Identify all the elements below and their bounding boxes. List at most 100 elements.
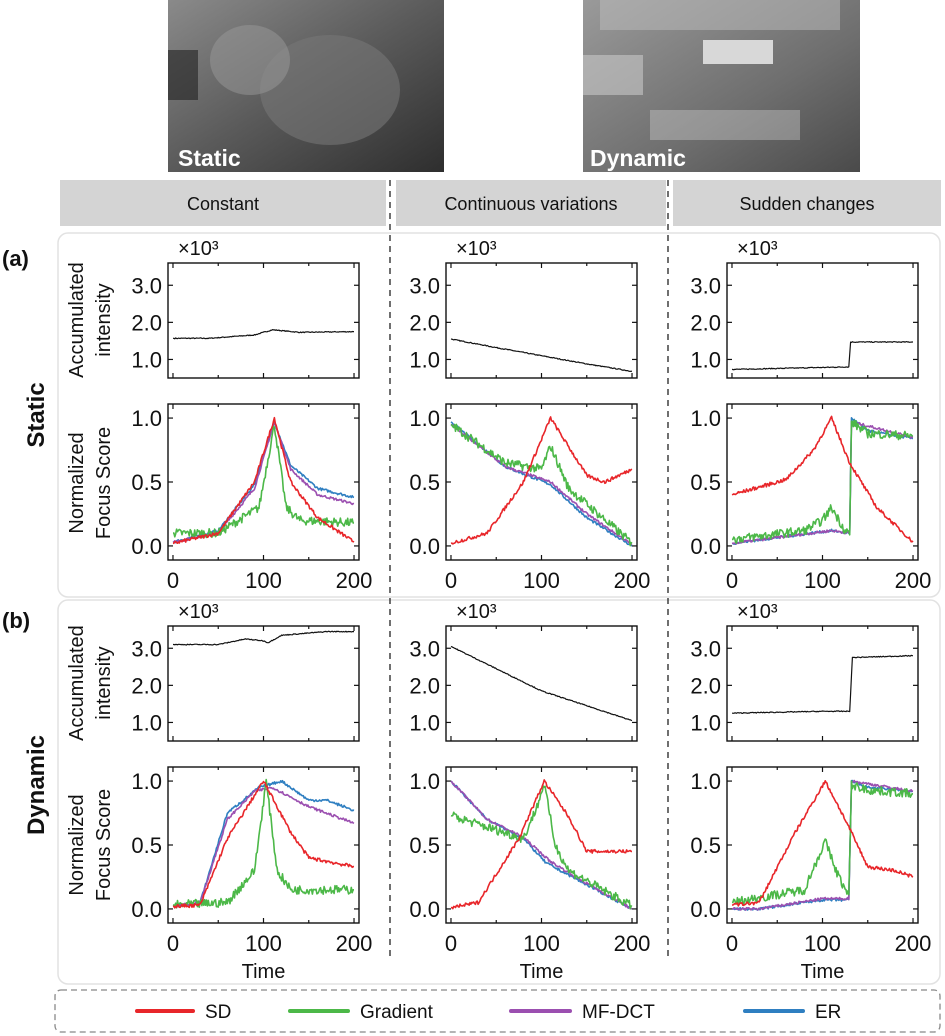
x-tick-label: 100 <box>523 568 560 593</box>
ylabel-focus-a-line2: Focus Score <box>93 427 115 539</box>
x-tick-label: 200 <box>895 568 932 593</box>
x-axis-label: Time <box>242 961 286 983</box>
y-tick-label: 1.0 <box>690 406 721 431</box>
ylabel-focus-b-line2: Focus Score <box>93 789 115 901</box>
ylabel-intensity-b-line1: Accumulated <box>66 625 88 741</box>
y-tick-label: 2.0 <box>409 310 440 335</box>
plot-frame <box>445 766 638 924</box>
plot-frame <box>726 262 919 379</box>
y-tick-label: 1.0 <box>690 769 721 794</box>
column-header-continuous-bg <box>396 180 666 226</box>
series-gradient-line <box>173 778 354 909</box>
row-label-static: Static <box>23 382 50 447</box>
row-tag-a: (a) <box>2 246 29 271</box>
legend-label-sd: SD <box>205 1002 231 1023</box>
series-intensity-line <box>731 341 913 371</box>
chart-panel: 0.0 0.5 1.0 0 100 200 <box>409 403 651 593</box>
y-tick-label: 1.0 <box>409 769 440 794</box>
series-gradient-line <box>173 425 354 539</box>
static-image-label: Static <box>178 145 241 171</box>
legend-label-mf-dct: MF-DCT <box>582 1002 655 1023</box>
dynamic-scene-image: Dynamic <box>583 0 860 172</box>
panel-b-frame <box>57 599 941 985</box>
y-tick-label: 3.0 <box>131 636 162 661</box>
y-tick-label: 1.0 <box>131 769 162 794</box>
plot-frame <box>167 625 360 742</box>
series-intensity-line <box>173 630 354 646</box>
y-tick-label: 0.0 <box>690 897 721 922</box>
y-tick-label: 3.0 <box>409 273 440 298</box>
y-tick-label: 1.0 <box>409 406 440 431</box>
series-gradient-line <box>450 423 633 547</box>
chart-panel: 1.0 2.0 3.0 ×10³ <box>690 238 919 379</box>
ylabel-intensity-a-line1: Accumulated <box>66 262 88 378</box>
chart-panel: 0.0 0.5 1.0 0 100 200 <box>131 403 373 593</box>
panel-a-frame <box>57 232 941 598</box>
legend: SD Gradient MF-DCT ER <box>135 1002 841 1023</box>
x-tick-label: 100 <box>245 568 282 593</box>
ylabel-focus-b-line1: Normalized <box>66 794 88 895</box>
y-tick-label: 0.5 <box>131 470 162 495</box>
series-sd-line <box>172 780 355 909</box>
ylabel-intensity-b-line2: intensity <box>93 646 115 719</box>
axis-multiplier: ×10³ <box>178 601 219 623</box>
y-tick-label: 1.0 <box>409 710 440 735</box>
y-tick-label: 2.0 <box>131 673 162 698</box>
series-intensity-line <box>173 329 354 340</box>
chart-panel: 0.0 0.5 1.0 0 100 200 Time <box>690 766 931 983</box>
y-tick-label: 3.0 <box>409 636 440 661</box>
x-tick-label: 100 <box>523 931 560 956</box>
x-tick-label: 200 <box>614 568 651 593</box>
y-tick-label: 1.0 <box>131 406 162 431</box>
chart-panel: 1.0 2.0 3.0 ×10³ <box>409 601 638 742</box>
plot-frame <box>726 625 919 742</box>
y-tick-label: 1.0 <box>690 347 721 372</box>
series-sd-line <box>450 416 633 545</box>
row-label-dynamic: Dynamic <box>23 735 50 835</box>
series-mf-dct-line <box>732 779 914 911</box>
column-header-continuous: Continuous variations <box>444 194 617 214</box>
charts: 1.0 2.0 3.0 ×10³ 1.0 2.0 3.0 ×10³ 1.0 2.0 3.0 ×10³ 0… <box>131 238 931 983</box>
x-tick-label: 0 <box>167 568 179 593</box>
column-header-constant-bg <box>60 180 386 226</box>
y-tick-label: 1.0 <box>409 347 440 372</box>
y-tick-label: 0.5 <box>690 833 721 858</box>
x-tick-label: 0 <box>445 568 457 593</box>
series-intensity-line <box>450 338 633 372</box>
y-tick-label: 0.5 <box>409 470 440 495</box>
axis-multiplier: ×10³ <box>456 238 497 260</box>
y-tick-label: 2.0 <box>690 310 721 335</box>
series-er-line <box>732 779 914 911</box>
y-tick-label: 0.5 <box>690 470 721 495</box>
column-header-constant: Constant <box>187 194 259 214</box>
y-tick-label: 0.5 <box>409 833 440 858</box>
series-sd-line <box>731 780 914 907</box>
series-mf-dct-line <box>450 423 633 546</box>
series-gradient-line <box>731 780 914 906</box>
y-tick-label: 1.0 <box>131 710 162 735</box>
plot-frame <box>167 262 360 379</box>
column-header-sudden: Sudden changes <box>739 194 874 214</box>
ylabel-intensity-a-line2: intensity <box>93 283 115 356</box>
y-tick-label: 0.0 <box>131 534 162 559</box>
chart-panel: 1.0 2.0 3.0 ×10³ <box>409 238 638 379</box>
chart-panel: 1.0 2.0 3.0 ×10³ <box>131 601 360 742</box>
y-tick-label: 0.0 <box>690 534 721 559</box>
y-tick-label: 3.0 <box>131 273 162 298</box>
x-tick-label: 200 <box>614 931 651 956</box>
series-gradient-line <box>731 419 914 544</box>
plot-frame <box>445 262 638 379</box>
x-axis-label: Time <box>801 961 845 983</box>
chart-panel: 0.0 0.5 1.0 0 100 200 Time <box>409 766 651 983</box>
plot-frame <box>445 625 638 742</box>
y-tick-label: 0.5 <box>131 833 162 858</box>
static-scene-image: Static <box>168 0 444 172</box>
series-mf-dct-line <box>731 420 914 545</box>
x-tick-label: 200 <box>336 568 373 593</box>
y-tick-label: 1.0 <box>131 347 162 372</box>
chart-panel: 0.0 0.5 1.0 0 100 200 <box>690 403 932 593</box>
axis-multiplier: ×10³ <box>737 238 778 260</box>
series-intensity-line <box>732 654 913 714</box>
series-gradient-line <box>450 785 633 910</box>
